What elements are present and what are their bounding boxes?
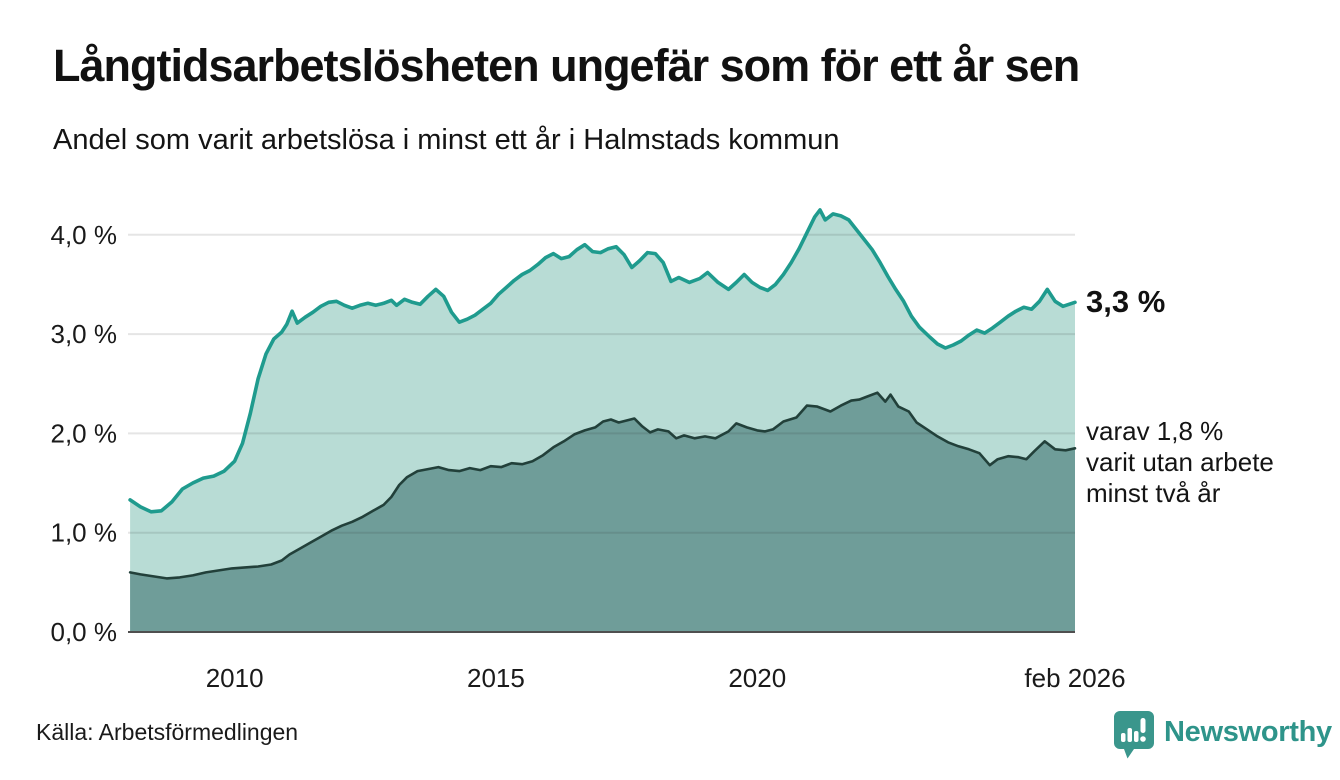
total-series-line — [128, 208, 1077, 514]
latest-total-label: 3,3 % — [1086, 284, 1166, 319]
x-tick-label: 2015 — [467, 663, 525, 693]
newsworthy-wordmark: Newsworthy — [1164, 715, 1332, 748]
newsworthy-logo-icon — [1114, 711, 1154, 759]
source-note: Källa: Arbetsförmedlingen — [36, 719, 299, 745]
y-tick-label: 2,0 % — [51, 418, 118, 448]
x-tick-label: 2010 — [206, 663, 264, 693]
y-tick-label: 0,0 % — [51, 617, 118, 647]
two-year-series-area — [130, 392, 1076, 632]
page-subtitle: Andel som varit arbetslösa i minst ett å… — [53, 124, 840, 156]
y-tick-label: 1,0 % — [51, 518, 118, 548]
y-tick-label: 3,0 % — [51, 319, 118, 349]
x-tick-label: feb 2026 — [1024, 663, 1125, 693]
x-tick-label: 2020 — [728, 663, 786, 693]
y-tick-label: 4,0 % — [51, 220, 118, 250]
newsworthy-logo[interactable]: Newsworthy — [1113, 710, 1332, 760]
latest-two-year-label: varav 1,8 % varit utan arbete minst två … — [1086, 416, 1274, 508]
page-title: Långtidsarbetslösheten ungefär som för e… — [53, 40, 1080, 91]
two-year-series-line — [128, 391, 1077, 580]
